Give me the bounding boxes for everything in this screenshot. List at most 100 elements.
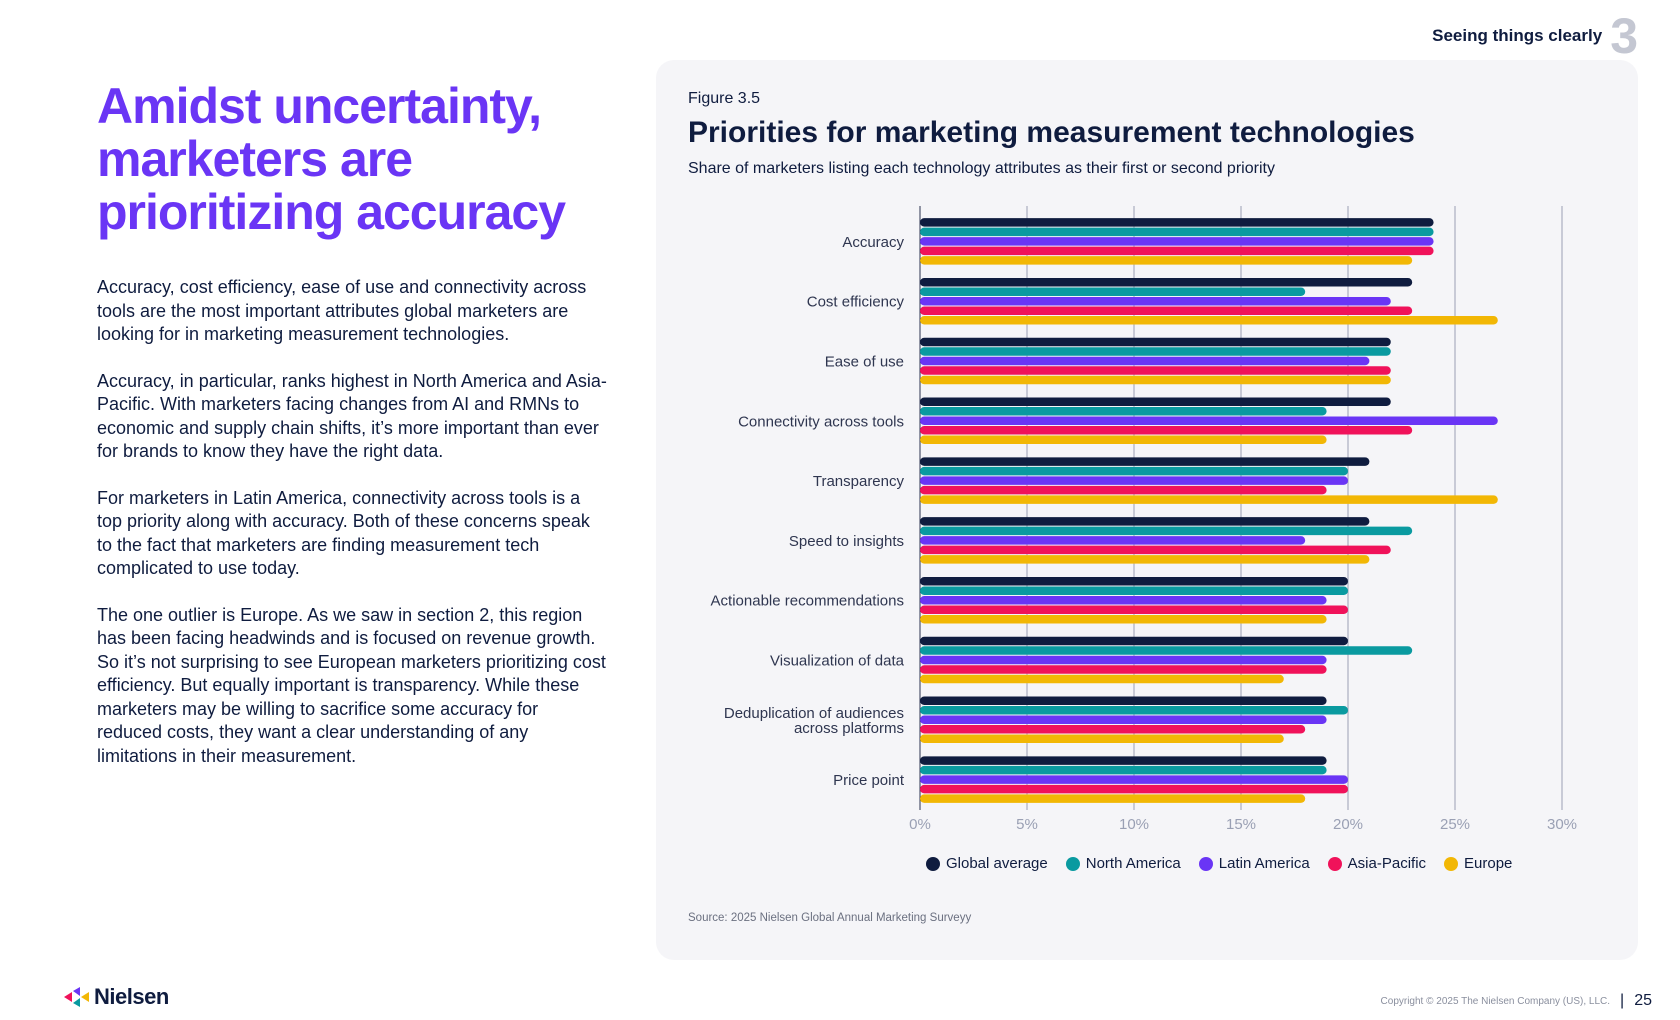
bar <box>920 337 1391 347</box>
bar <box>920 775 1348 784</box>
brand-name: Nielsen <box>94 984 169 1009</box>
bar <box>920 227 1434 237</box>
x-tick-label: 10% <box>1119 816 1149 833</box>
bar-chart: Accuracy Cost efficiency Ease of use Connec… <box>711 206 1577 833</box>
category-label: Connectivity across tools <box>738 413 904 430</box>
bar <box>920 646 1413 655</box>
legend-label: North America <box>1085 855 1181 872</box>
bar <box>920 696 1327 706</box>
paragraph: For marketers in Latin America, connecti… <box>97 487 590 579</box>
bar <box>920 407 1327 416</box>
x-tick-label: 30% <box>1547 816 1577 833</box>
bar <box>920 246 1434 256</box>
bar <box>920 706 1348 715</box>
bar <box>920 397 1391 407</box>
section-number: 3 <box>1610 8 1638 64</box>
bar <box>920 347 1391 356</box>
category-label: Visualization of data <box>770 653 905 670</box>
chart-legend: Global average North America Latin Ameri… <box>926 855 1512 872</box>
bar <box>920 734 1284 744</box>
bar <box>920 426 1413 435</box>
legend-dot-icon <box>1065 856 1080 871</box>
bar <box>920 296 1391 306</box>
bar <box>920 526 1413 536</box>
nielsen-logo: Nielsen <box>62 984 169 1010</box>
body-text: Accuracy, cost efficiency, ease of use a… <box>97 276 607 791</box>
bar <box>920 495 1498 504</box>
bar <box>920 416 1498 426</box>
bar <box>920 614 1327 624</box>
page-separator: | <box>1620 992 1625 1009</box>
legend-label: Latin America <box>1218 855 1310 872</box>
bar <box>920 665 1327 674</box>
bar <box>920 517 1370 526</box>
legend-dot-icon <box>926 856 940 871</box>
category-label: Deduplication of audiences <box>724 705 904 722</box>
bar <box>920 756 1327 765</box>
bar <box>920 715 1327 725</box>
source-note: Source: 2025 Nielsen Global Annual Marke… <box>688 912 972 924</box>
bar <box>920 287 1306 296</box>
figure-subtitle: Share of marketers listing each technolo… <box>688 160 1275 177</box>
bar <box>920 476 1348 485</box>
legend-item: Europe <box>1444 855 1512 872</box>
bar <box>920 586 1348 595</box>
bar <box>920 277 1413 287</box>
bar <box>920 545 1391 555</box>
bar <box>920 466 1348 476</box>
bar <box>920 457 1370 466</box>
x-tick-label: 20% <box>1333 816 1363 833</box>
figure-card: Figure 3.5 Priorities for marketing meas… <box>656 60 1638 960</box>
bar <box>920 485 1327 495</box>
legend-label: Global average <box>946 855 1048 872</box>
category-label: Speed to insights <box>789 533 904 550</box>
legend-item: Global average <box>926 855 1048 872</box>
legend-item: North America <box>1065 855 1181 872</box>
category-label: Transparency <box>813 473 905 490</box>
figure-number: Figure 3.5 <box>688 90 761 107</box>
section-title: Seeing things clearly <box>1432 26 1603 45</box>
bar <box>920 765 1327 775</box>
paragraph: The one outlier is Europe. As we saw in … <box>97 604 606 766</box>
nielsen-mark-icon <box>64 987 89 1007</box>
bar <box>920 315 1498 325</box>
legend-item: Asia-Pacific <box>1327 855 1427 872</box>
bar <box>920 655 1327 665</box>
paragraph: Accuracy, cost efficiency, ease of use a… <box>97 277 587 344</box>
bar <box>920 218 1434 227</box>
category-label: Cost efficiency <box>807 294 905 311</box>
bar <box>920 605 1348 614</box>
bar <box>920 356 1370 366</box>
legend-dot-icon <box>1327 856 1342 871</box>
legend-item: Latin America <box>1198 855 1310 872</box>
copyright: Copyright © 2025 The Nielsen Company (US… <box>1380 995 1611 1007</box>
category-label: Actionable recommendations <box>711 593 904 610</box>
section-header: Seeing things clearly 3 <box>1432 8 1638 64</box>
bar <box>920 636 1348 646</box>
category-label: Price point <box>833 772 905 789</box>
legend-dot-icon <box>1198 856 1213 871</box>
bar <box>920 674 1284 684</box>
page-number: 25 <box>1634 992 1652 1009</box>
bar <box>920 794 1306 803</box>
bar <box>920 366 1391 375</box>
bar <box>920 555 1370 564</box>
x-tick-label: 0% <box>909 816 931 833</box>
bar <box>920 237 1434 246</box>
bar <box>920 306 1413 315</box>
category-label: across platforms <box>794 720 904 737</box>
footer: Copyright © 2025 The Nielsen Company (US… <box>1381 992 1652 1010</box>
bar <box>920 256 1413 265</box>
paragraph: Accuracy, in particular, ranks highest i… <box>97 370 607 462</box>
x-tick-label: 15% <box>1226 816 1256 833</box>
bar <box>920 725 1306 734</box>
bar <box>920 375 1391 385</box>
bar <box>920 595 1327 605</box>
headline: Amidst uncertainty, marketers are priori… <box>97 78 566 240</box>
bar <box>920 536 1306 545</box>
x-tick-label: 25% <box>1440 816 1470 833</box>
bar <box>920 784 1348 794</box>
legend-label: Asia-Pacific <box>1347 855 1427 872</box>
category-label: Accuracy <box>842 234 904 251</box>
